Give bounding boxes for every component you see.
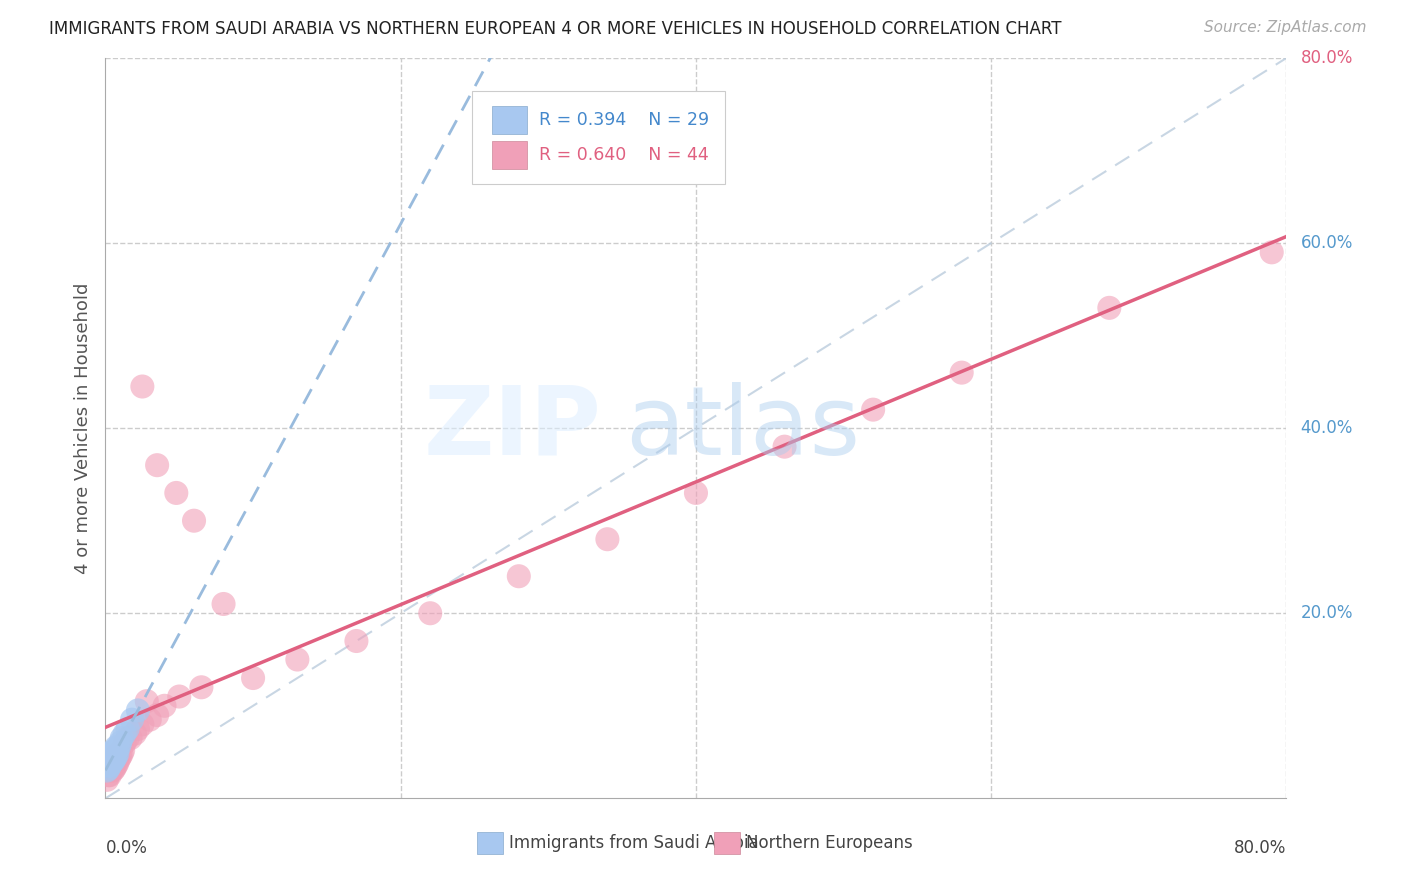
Point xyxy=(105,747,128,761)
Text: R = 0.640    N = 44: R = 0.640 N = 44 xyxy=(538,146,709,164)
Point xyxy=(103,762,125,776)
Text: ZIP: ZIP xyxy=(423,382,602,475)
Point xyxy=(508,569,530,583)
Point xyxy=(112,743,135,757)
Point xyxy=(96,772,118,787)
Point xyxy=(183,514,205,528)
Point xyxy=(124,726,146,740)
Text: Immigrants from Saudi Arabia: Immigrants from Saudi Arabia xyxy=(509,834,759,852)
Point xyxy=(110,749,132,764)
Point xyxy=(596,532,619,546)
Point xyxy=(98,759,121,773)
Point xyxy=(104,759,127,773)
Point xyxy=(121,713,143,727)
Point xyxy=(117,731,139,746)
Point xyxy=(419,607,441,621)
Text: 40.0%: 40.0% xyxy=(1301,419,1353,437)
Text: 60.0%: 60.0% xyxy=(1301,234,1353,252)
Point xyxy=(101,755,124,769)
Point xyxy=(103,747,125,762)
Point xyxy=(117,722,139,736)
Point xyxy=(127,722,149,736)
Point xyxy=(773,440,796,454)
Point xyxy=(169,690,191,704)
Text: 80.0%: 80.0% xyxy=(1301,49,1353,67)
FancyBboxPatch shape xyxy=(471,91,725,184)
Point xyxy=(153,698,176,713)
Text: 20.0%: 20.0% xyxy=(1301,604,1353,623)
Point xyxy=(100,756,122,771)
Point xyxy=(146,458,169,473)
Point xyxy=(105,742,128,756)
Text: 0.0%: 0.0% xyxy=(105,839,148,857)
Point xyxy=(287,652,309,666)
Point xyxy=(107,740,129,755)
Point xyxy=(97,768,120,782)
Point xyxy=(165,486,187,500)
Point xyxy=(242,671,264,685)
Point xyxy=(105,747,128,761)
Y-axis label: 4 or more Vehicles in Household: 4 or more Vehicles in Household xyxy=(73,283,91,574)
Bar xyxy=(478,831,503,854)
Point xyxy=(104,740,127,755)
Text: Northern Europeans: Northern Europeans xyxy=(745,834,912,852)
Point xyxy=(100,747,122,761)
Point xyxy=(100,764,122,778)
Point xyxy=(100,755,122,769)
Point xyxy=(104,749,127,764)
Point xyxy=(950,366,973,380)
Bar xyxy=(714,831,740,854)
Bar xyxy=(492,106,527,134)
Point xyxy=(96,764,118,778)
Point xyxy=(105,756,128,771)
Point xyxy=(1098,301,1121,315)
Point xyxy=(111,731,134,746)
Point xyxy=(103,752,125,766)
Point xyxy=(131,717,153,731)
Point xyxy=(97,759,120,773)
Point xyxy=(862,402,884,417)
Point xyxy=(120,731,142,746)
Point xyxy=(190,680,212,694)
Point xyxy=(212,597,235,611)
Point xyxy=(101,749,124,764)
Point xyxy=(127,703,149,717)
Point xyxy=(97,762,120,776)
Point xyxy=(98,768,121,782)
Point xyxy=(98,755,121,769)
Point xyxy=(98,759,121,773)
Point xyxy=(96,759,118,773)
Point xyxy=(104,749,127,764)
Point xyxy=(131,379,153,393)
Point xyxy=(107,752,129,766)
Text: atlas: atlas xyxy=(626,382,860,475)
Point xyxy=(101,745,124,759)
Point xyxy=(114,736,136,750)
Text: IMMIGRANTS FROM SAUDI ARABIA VS NORTHERN EUROPEAN 4 OR MORE VEHICLES IN HOUSEHOL: IMMIGRANTS FROM SAUDI ARABIA VS NORTHERN… xyxy=(49,20,1062,37)
Bar xyxy=(492,141,527,169)
Point xyxy=(101,755,124,769)
Point xyxy=(97,752,120,766)
Text: 80.0%: 80.0% xyxy=(1234,839,1286,857)
Text: R = 0.394    N = 29: R = 0.394 N = 29 xyxy=(538,112,709,129)
Point xyxy=(346,634,368,648)
Point xyxy=(135,694,157,708)
Point xyxy=(100,751,122,765)
Point xyxy=(97,756,120,771)
Point xyxy=(146,708,169,723)
Point xyxy=(103,743,125,757)
Point xyxy=(111,747,134,761)
Point xyxy=(138,713,162,727)
Point xyxy=(114,726,136,740)
Point xyxy=(104,745,127,759)
Point xyxy=(685,486,707,500)
Point xyxy=(103,752,125,766)
Point xyxy=(101,764,124,778)
Point xyxy=(1261,245,1284,260)
Point xyxy=(110,736,132,750)
Point xyxy=(98,749,121,764)
Text: Source: ZipAtlas.com: Source: ZipAtlas.com xyxy=(1204,20,1367,35)
